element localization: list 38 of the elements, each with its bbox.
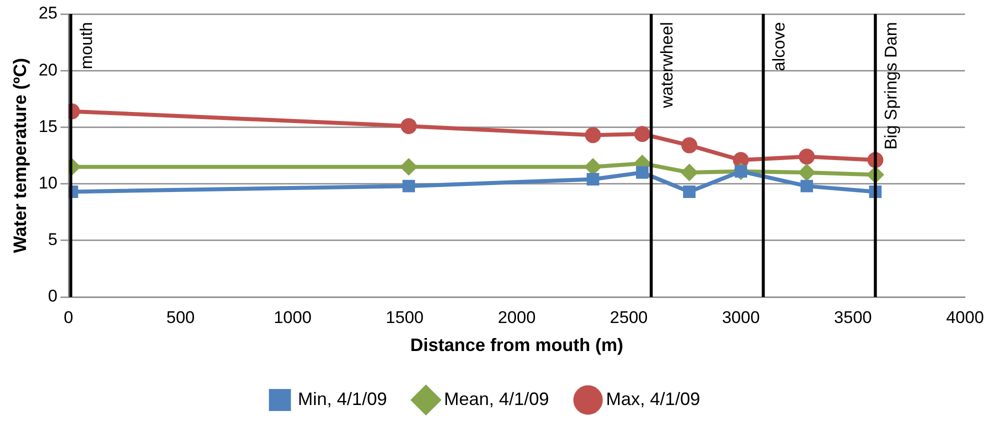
point — [683, 185, 696, 198]
x-axis-title: Distance from mouth (m) — [410, 335, 624, 356]
legend-label: Mean, 4/1/09 — [444, 388, 550, 409]
point — [798, 164, 815, 180]
point — [400, 118, 417, 134]
point — [798, 148, 815, 165]
point — [586, 173, 600, 186]
ref-line-label: waterwheel — [657, 22, 676, 109]
y-tick-label: 25 — [38, 4, 58, 23]
point — [584, 158, 601, 175]
point — [681, 137, 698, 154]
point — [584, 127, 601, 144]
y-tick-label: 10 — [38, 173, 58, 192]
x-tick-label: 0 — [64, 308, 74, 327]
y-tick-label: 15 — [38, 116, 58, 136]
x-tick-label: 1500 — [386, 308, 424, 327]
x-tick-label: 2000 — [498, 308, 536, 327]
x-tick-label: 3500 — [834, 308, 872, 327]
legend-label: Max, 4/1/09 — [606, 388, 700, 409]
ref-line-label: mouth — [76, 22, 96, 70]
point — [681, 164, 698, 180]
y-axis-title: Water temperature (ºC) — [10, 58, 30, 253]
x-tick-label: 1000 — [274, 308, 312, 327]
x-tick-label: 4000 — [946, 308, 984, 327]
ref-line-label: Big Springs Dam — [882, 22, 901, 150]
point — [636, 166, 649, 179]
point — [402, 180, 415, 192]
point — [634, 126, 650, 142]
point — [800, 180, 814, 192]
y-tick-label: 0 — [48, 286, 58, 306]
point — [400, 158, 417, 175]
x-tick-label: 3000 — [722, 308, 760, 327]
ref-line-label: alcove — [769, 22, 788, 72]
y-tick-label: 5 — [48, 230, 58, 250]
x-tick-label: 500 — [166, 308, 195, 327]
y-tick-label: 20 — [38, 60, 58, 80]
x-tick-label: 2500 — [610, 308, 648, 327]
legend-label: Min, 4/1/09 — [298, 388, 387, 409]
